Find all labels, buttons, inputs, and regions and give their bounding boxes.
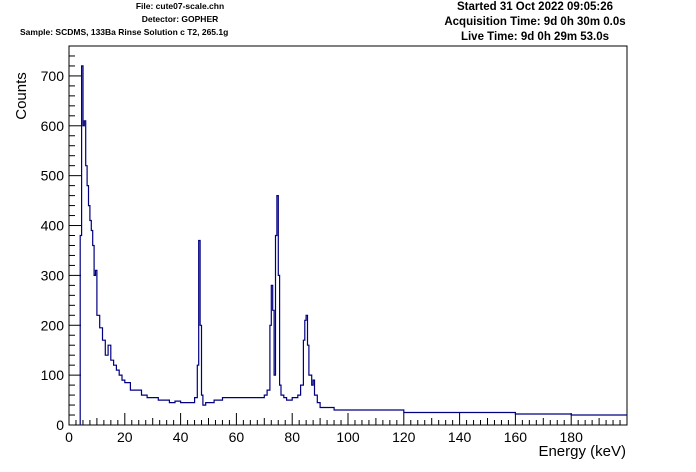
x-tick-label: 0 <box>65 429 73 445</box>
acquisition-time-label: Acquisition Time: 9d 0h 30m 0.0s <box>444 16 626 28</box>
x-tick-label: 160 <box>504 429 528 445</box>
y-tick-label: 700 <box>41 68 65 84</box>
y-tick-label: 400 <box>41 218 65 234</box>
x-tick-label: 40 <box>173 429 189 445</box>
live-time-label: Live Time: 9d 0h 29m 53.0s <box>460 31 610 43</box>
y-tick-label: 500 <box>41 168 65 184</box>
x-tick-label: 180 <box>560 429 584 445</box>
file-label: File: cute07-scale.chn <box>135 1 225 11</box>
run-info-left: File: cute07-scale.chn Detector: GOPHER … <box>0 0 360 39</box>
y-tick-label: 200 <box>41 317 65 333</box>
x-axis-title: Energy (keV) <box>538 443 626 460</box>
x-tick-label: 140 <box>448 429 472 445</box>
y-tick-label: 600 <box>41 118 65 134</box>
axis-ticks <box>68 45 628 426</box>
x-tick-label: 80 <box>284 429 300 445</box>
y-tick-label: 300 <box>41 267 65 283</box>
plot-frame <box>68 45 628 426</box>
run-info-right: Started 31 Oct 2022 09:05:26 Acquisition… <box>415 0 655 45</box>
sample-label: Sample: SCDMS, 133Ba Rinse Solution c T2… <box>20 27 229 37</box>
detector-label: Detector: GOPHER <box>141 14 219 24</box>
y-axis-title: Counts <box>13 72 30 120</box>
x-tick-label: 60 <box>229 429 245 445</box>
started-label: Started 31 Oct 2022 09:05:26 <box>457 1 613 13</box>
x-tick-label: 20 <box>117 429 133 445</box>
spectrum-line <box>79 65 627 425</box>
axis-tick-labels: 0 20 40 60 80 100 120 140 160 180 0 100 200 300 400 500… <box>41 68 583 445</box>
x-tick-label: 120 <box>392 429 416 445</box>
y-tick-label: 0 <box>56 417 64 433</box>
y-tick-label: 100 <box>41 367 65 383</box>
x-tick-label: 100 <box>336 429 360 445</box>
